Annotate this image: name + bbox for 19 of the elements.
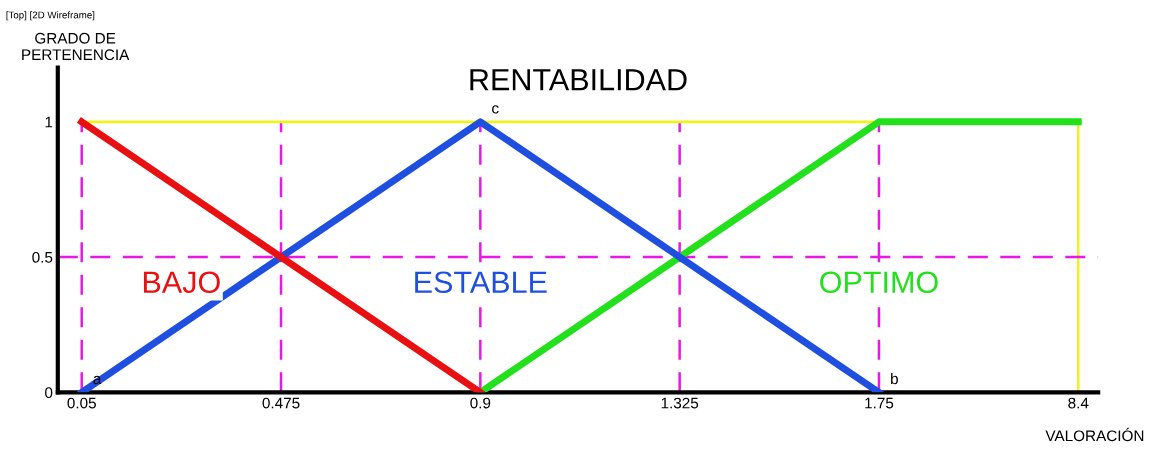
annotation: b (891, 372, 898, 385)
chart-title: RENTABILIDAD (470, 69, 687, 91)
text: ESTABLE (415, 271, 547, 294)
x-tick-label: 1.75 (865, 397, 894, 409)
y-tick-label: 0.5 (32, 251, 53, 263)
x-axis-title: VALORACIÓN (1045, 427, 1144, 442)
text: OPTIMO (820, 271, 938, 294)
x-tick-label: 0.9 (470, 397, 491, 409)
x-tick-label: 0.475 (262, 397, 300, 409)
x-tick-label: 0.05 (67, 397, 96, 409)
y-tick-label: 1 (45, 116, 53, 128)
y-tick-label: 0 (45, 387, 53, 399)
x-tick-label: 1.325 (661, 397, 699, 409)
annotation: a (93, 375, 102, 385)
annotation: c (492, 105, 499, 114)
y-axis-title: GRADO DE PERTENENCIA (22, 32, 130, 61)
series-label: BAJO (143, 271, 220, 294)
x-tick-label: 8.4 (1068, 397, 1089, 409)
text: [Top] [2D Wireframe] (6, 11, 95, 21)
